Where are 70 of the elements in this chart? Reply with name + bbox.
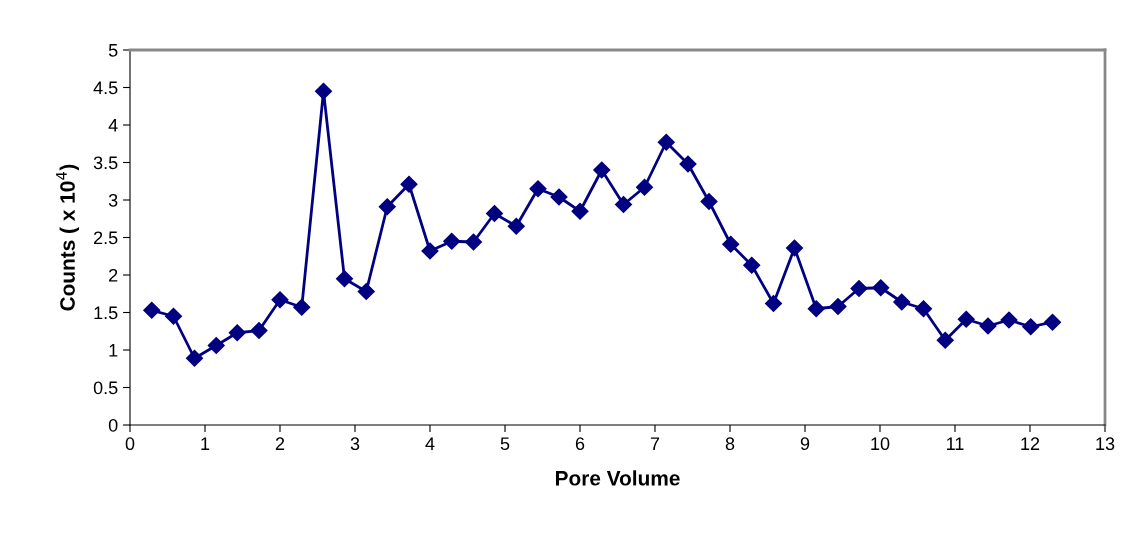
y-tick-label: 4 (108, 119, 118, 132)
y-tick-label: 4.5 (93, 81, 118, 95)
point (185, 349, 204, 367)
x-tick-label: 12 (1021, 437, 1040, 450)
point (593, 161, 611, 179)
x-axis-title: Pore Volume (555, 470, 680, 486)
point (143, 301, 161, 319)
y-tick-label: 1.5 (94, 306, 118, 320)
point (850, 279, 868, 298)
x-tick-label: 10 (871, 437, 890, 451)
point (914, 300, 933, 318)
x-tick-label: 9 (800, 437, 810, 451)
y-tick-label: 2 (109, 268, 118, 282)
point (1022, 318, 1040, 336)
x-tick-label: 0 (125, 437, 135, 451)
point (979, 317, 997, 335)
point (829, 297, 847, 316)
y-tick-label: 0.5 (93, 381, 118, 395)
point (893, 293, 911, 311)
point (529, 180, 547, 198)
x-tick-label: 5 (500, 437, 510, 451)
point (228, 324, 246, 342)
point (872, 279, 890, 297)
point (614, 195, 633, 214)
y-tick-label: 1 (109, 344, 118, 357)
point (357, 282, 375, 301)
point (164, 307, 183, 325)
point (550, 188, 568, 206)
point (657, 133, 675, 151)
point (807, 300, 825, 318)
y-axis-title: Counts ( x 10$^{4}$) (56, 164, 80, 311)
point (443, 232, 461, 250)
x-tick-label: 4 (425, 437, 435, 450)
point (271, 291, 289, 309)
y-tick-label: 0 (108, 418, 118, 432)
x-tick-label: 6 (575, 437, 585, 451)
point (1000, 311, 1018, 329)
point (207, 336, 225, 355)
point (507, 217, 525, 235)
point (485, 204, 504, 223)
point (421, 242, 439, 260)
point (378, 198, 396, 216)
x-tick-label: 2 (275, 437, 285, 450)
y-tick-label: 5 (108, 44, 118, 57)
point (635, 178, 654, 196)
y-tick-label: 2.5 (94, 231, 118, 245)
point (743, 256, 761, 274)
point (250, 321, 268, 340)
point (335, 270, 354, 288)
point (293, 298, 311, 316)
x-tick-label: 3 (350, 437, 360, 451)
point (957, 310, 975, 328)
x-tick-label: 7 (650, 437, 660, 450)
point (700, 192, 718, 211)
point (464, 233, 483, 251)
point (571, 202, 589, 220)
point (785, 239, 804, 257)
point (400, 175, 418, 193)
point (314, 82, 333, 100)
x-tick-label: 1 (201, 437, 210, 450)
x-tick-label: 11 (947, 437, 964, 450)
x-tick-label: 13 (1096, 437, 1115, 451)
point (722, 235, 740, 253)
point (1043, 313, 1062, 331)
point (679, 155, 697, 173)
point (936, 331, 954, 349)
y-tick-label: 3 (108, 193, 118, 207)
y-tick-label: 3.5 (93, 156, 118, 170)
point (764, 294, 783, 313)
x-tick-label: 8 (725, 437, 735, 451)
